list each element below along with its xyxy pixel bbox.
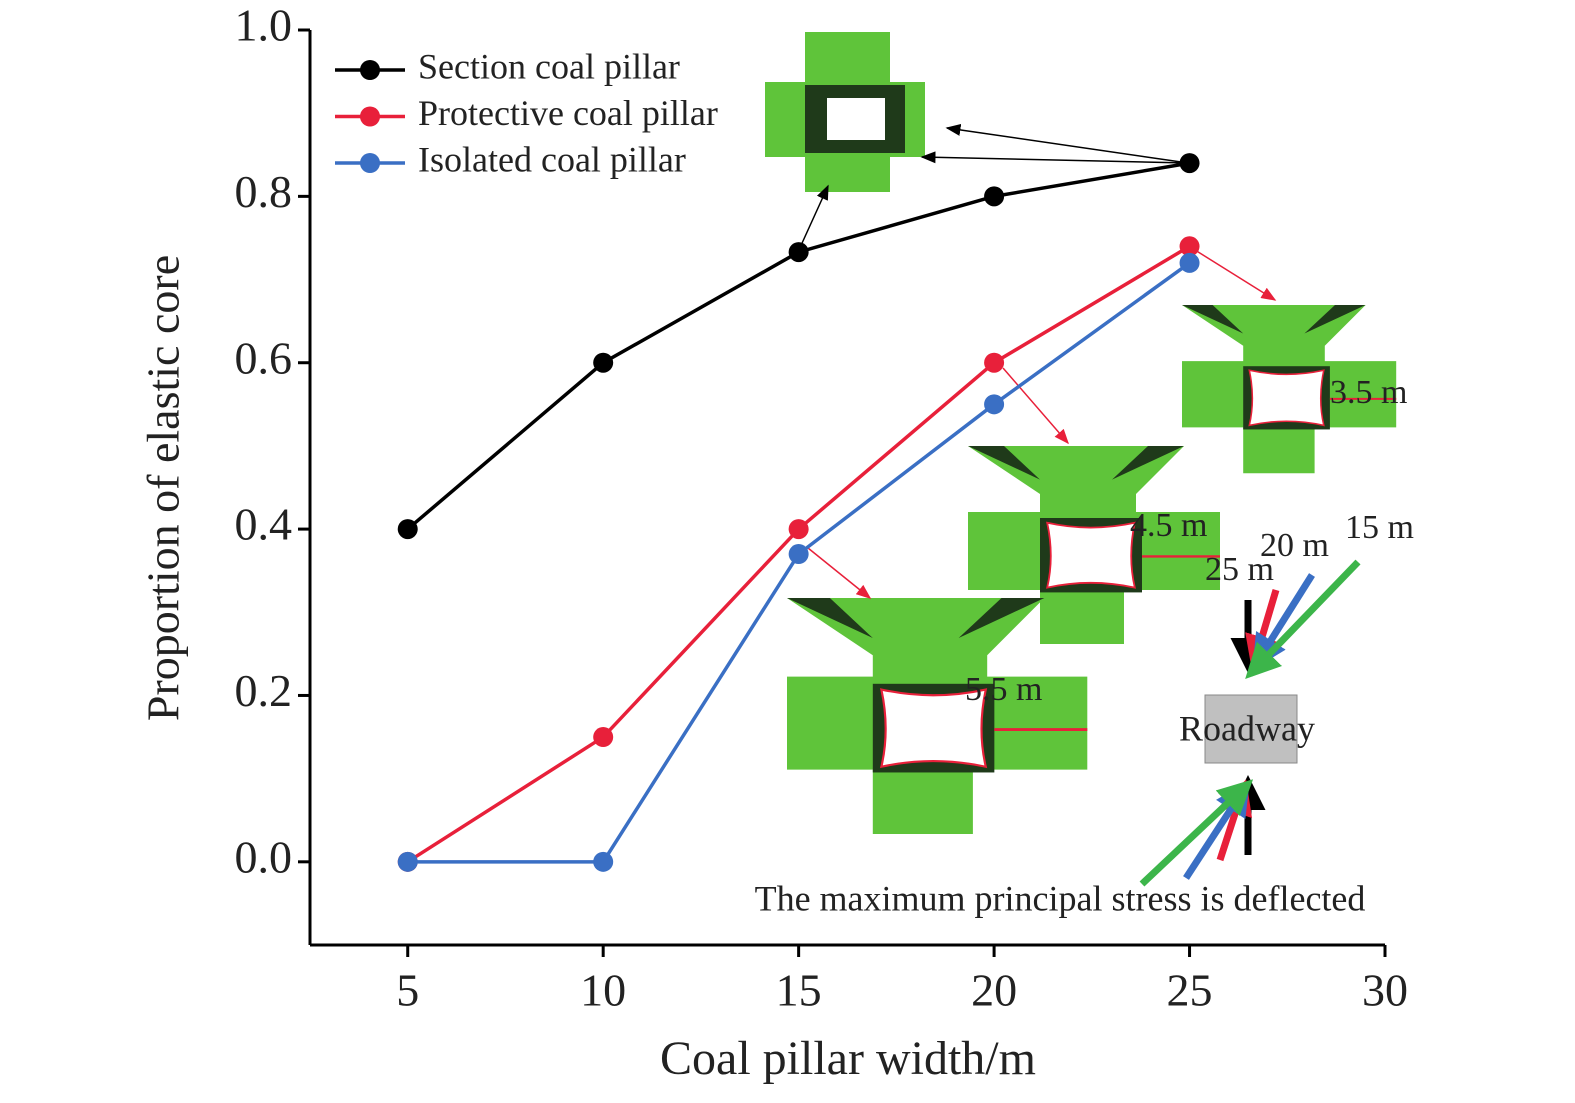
- inset-hole: [879, 688, 988, 769]
- inset-dark: [787, 598, 1045, 639]
- y-tick-label: 0.0: [235, 831, 293, 882]
- arrow: [1245, 559, 1361, 680]
- legend-label: Isolated coal pillar: [418, 139, 686, 179]
- legend-label: Protective coal pillar: [418, 93, 718, 133]
- data: Section coal pillar Protective coal pilla…: [335, 46, 1200, 872]
- x-tick-label: 10: [580, 965, 626, 1016]
- arrow: [1194, 249, 1277, 301]
- legend-marker: [360, 153, 380, 173]
- legend-marker: [360, 60, 380, 80]
- data-point: [788, 519, 809, 540]
- data-point: [1179, 236, 1200, 257]
- y-tick-label: 1.0: [235, 0, 293, 51]
- data-point: [593, 352, 614, 373]
- data-point: [1179, 153, 1200, 174]
- inset-hole: [1248, 369, 1325, 427]
- data-point: [593, 851, 614, 872]
- arrow: [807, 547, 872, 599]
- annotation: 20 m: [1260, 527, 1329, 564]
- data-point: [397, 519, 418, 540]
- annotation: 3.5 m: [1330, 374, 1407, 411]
- x-tick-label: 30: [1362, 965, 1408, 1016]
- annotation: Roadway: [1179, 708, 1315, 748]
- y-tick-label: 0.6: [235, 332, 293, 383]
- arrow: [1002, 367, 1069, 445]
- inset: [765, 32, 925, 192]
- x-axis-label: Coal pillar width/m: [660, 1032, 1036, 1085]
- roadway: [1204, 694, 1298, 764]
- arrow: [797, 184, 829, 253]
- inset-dark: [1182, 305, 1366, 334]
- data-point: [397, 851, 418, 872]
- axes: 0.0 0.2 0.4 0.6 0.8 1.0 5 10 15 20 25 30: [235, 0, 1409, 1016]
- arrow: [1139, 779, 1254, 887]
- data-point: [984, 394, 1005, 415]
- legend-label: Section coal pillar: [418, 46, 680, 86]
- annotation: 4.5 m: [1130, 507, 1207, 544]
- arrow: [945, 124, 1189, 164]
- data-point: [593, 727, 614, 748]
- data-point: [788, 544, 809, 565]
- y-tick-label: 0.2: [235, 665, 293, 716]
- data-point: [788, 242, 809, 263]
- inset: [1182, 305, 1397, 474]
- annotation: 5.5 m: [965, 671, 1042, 708]
- x-tick-label: 25: [1167, 965, 1213, 1016]
- annotation: 25 m: [1205, 551, 1274, 588]
- legend-marker: [360, 106, 380, 127]
- x-tick-label: 15: [776, 965, 822, 1016]
- y-tick-label: 0.8: [235, 166, 293, 217]
- data-point: [984, 352, 1005, 373]
- x-tick-label: 20: [971, 965, 1017, 1016]
- insets: 3.5 m 4.5 m 5.5 m 25 m20 m 15 m Roadway The ma…: [755, 32, 1414, 918]
- y-axis-label: Proportion of elastic core: [138, 255, 189, 721]
- inset: [968, 446, 1221, 644]
- data-point: [984, 186, 1005, 207]
- inset: [787, 598, 1088, 834]
- y-tick-label: 0.4: [235, 499, 293, 550]
- inset-hole: [827, 98, 885, 140]
- annotation: The maximum principal stress is deflecte…: [755, 878, 1366, 918]
- inset-dark: [968, 446, 1184, 480]
- annotation: 15 m: [1345, 509, 1414, 546]
- inset-hole: [1046, 521, 1136, 589]
- x-tick-label: 5: [396, 965, 419, 1016]
- data-point: [1179, 252, 1200, 273]
- arrow: [920, 151, 1189, 164]
